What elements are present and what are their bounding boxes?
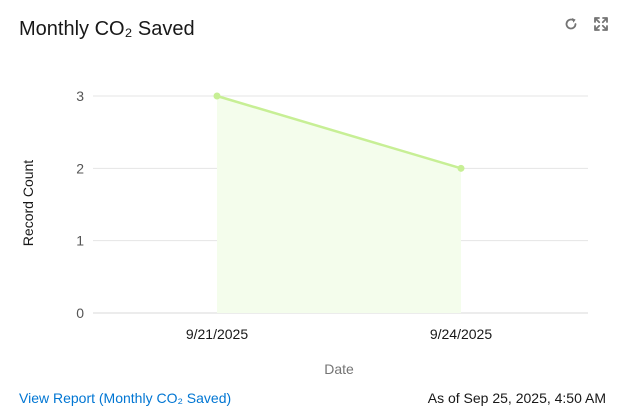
y-tick-label: 0 (76, 305, 84, 321)
expand-button[interactable] (591, 14, 611, 34)
data-point[interactable] (213, 92, 221, 100)
chart-plot (213, 92, 465, 313)
refresh-button[interactable] (561, 14, 581, 34)
refresh-icon (565, 18, 577, 30)
card-title: Monthly CO₂ Saved (19, 18, 195, 40)
series-line (216, 94, 462, 170)
x-axis-title: Date (324, 361, 354, 377)
y-tick-label: 3 (76, 88, 84, 104)
expand-icon (594, 17, 608, 31)
series-area (217, 96, 461, 313)
y-tick-label: 1 (76, 233, 84, 249)
x-axis-ticks: 9/21/2025 9/24/2025 (186, 326, 492, 342)
x-tick-label: 9/24/2025 (430, 326, 492, 342)
y-tick-label: 2 (76, 160, 84, 176)
as-of-timestamp: As of Sep 25, 2025, 4:50 AM (427, 390, 606, 406)
x-tick-label: 9/21/2025 (186, 326, 248, 342)
view-report-link[interactable]: View Report (Monthly CO₂ Saved) (19, 390, 232, 406)
y-axis-title: Record Count (20, 160, 36, 246)
data-point[interactable] (457, 164, 465, 172)
y-axis-ticks: 0 1 2 3 (76, 88, 84, 321)
